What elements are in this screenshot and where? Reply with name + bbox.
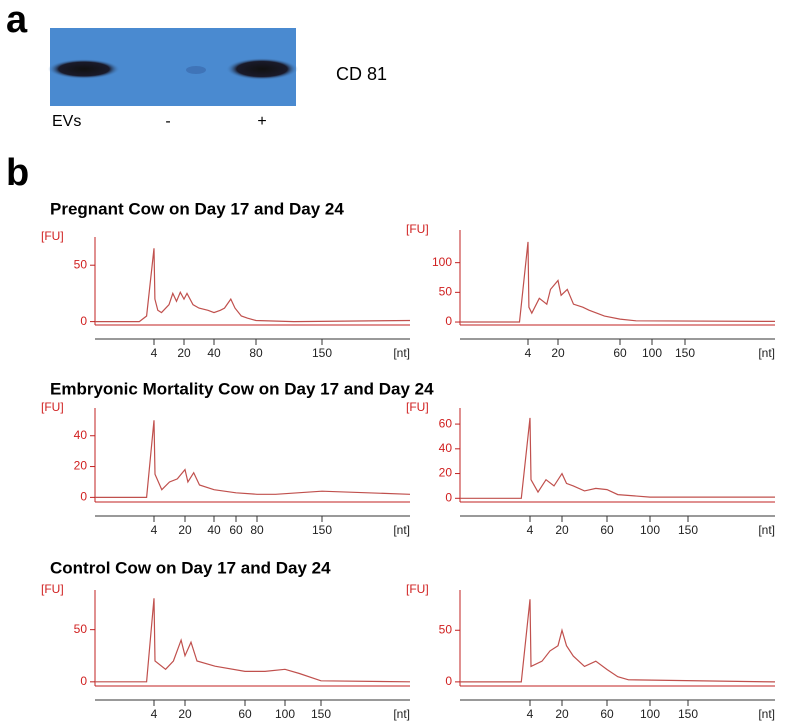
y-tick-label: 0 bbox=[445, 674, 452, 688]
panel-label: b bbox=[6, 152, 29, 194]
x-tick-label: 80 bbox=[250, 523, 264, 537]
y-tick-label: 50 bbox=[439, 285, 453, 299]
y-tick-label: 0 bbox=[80, 490, 87, 504]
x-tick-label: 4 bbox=[151, 523, 158, 537]
y-tick-label: 20 bbox=[74, 459, 88, 473]
blot-band bbox=[48, 59, 120, 79]
x-tick-label: 20 bbox=[177, 346, 191, 360]
section-title: Control Cow on Day 17 and Day 24 bbox=[50, 558, 331, 577]
x-tick-label: 150 bbox=[675, 346, 695, 360]
y-axis-label: [FU] bbox=[41, 400, 64, 414]
x-tick-label: 40 bbox=[207, 346, 221, 360]
x-tick-label: 150 bbox=[312, 346, 332, 360]
y-tick-label: 40 bbox=[74, 428, 88, 442]
x-tick-label: 20 bbox=[555, 707, 569, 721]
section-title: Pregnant Cow on Day 17 and Day 24 bbox=[50, 199, 344, 218]
y-tick-label: 60 bbox=[439, 416, 453, 430]
trace bbox=[95, 420, 411, 498]
x-tick-label: 150 bbox=[678, 707, 698, 721]
x-tick-label: 100 bbox=[640, 523, 660, 537]
y-tick-label: 20 bbox=[439, 466, 453, 480]
lane-label: - bbox=[165, 113, 170, 130]
section-title: Embryonic Mortality Cow on Day 17 and Da… bbox=[50, 379, 434, 398]
x-tick-label: 60 bbox=[600, 523, 614, 537]
trace bbox=[95, 598, 411, 683]
x-axis-label: [nt] bbox=[393, 346, 410, 360]
y-tick-label: 0 bbox=[80, 314, 87, 328]
trace bbox=[95, 248, 411, 323]
x-tick-label: 4 bbox=[151, 707, 158, 721]
x-tick-label: 150 bbox=[311, 707, 331, 721]
x-tick-label: 60 bbox=[238, 707, 252, 721]
x-tick-label: 20 bbox=[555, 523, 569, 537]
x-tick-label: 60 bbox=[600, 707, 614, 721]
y-tick-label: 50 bbox=[74, 257, 88, 271]
y-axis-label: [FU] bbox=[41, 582, 64, 596]
trace bbox=[460, 417, 775, 499]
x-tick-label: 100 bbox=[275, 707, 295, 721]
x-tick-label: 4 bbox=[151, 346, 158, 360]
y-axis-label: [FU] bbox=[406, 222, 429, 236]
x-tick-label: 4 bbox=[525, 346, 532, 360]
x-tick-label: 80 bbox=[249, 346, 263, 360]
y-axis-label: [FU] bbox=[406, 400, 429, 414]
x-tick-label: 20 bbox=[178, 707, 192, 721]
trace bbox=[460, 599, 776, 683]
blot-marker: CD 81 bbox=[336, 64, 387, 84]
x-tick-label: 4 bbox=[527, 707, 534, 721]
y-axis-label: [FU] bbox=[406, 582, 429, 596]
lane-label: EVs bbox=[52, 113, 81, 130]
x-tick-label: 100 bbox=[642, 346, 662, 360]
y-tick-label: 0 bbox=[445, 314, 452, 328]
x-axis-label: [nt] bbox=[758, 523, 775, 537]
x-axis-label: [nt] bbox=[393, 523, 410, 537]
y-tick-label: 0 bbox=[80, 674, 87, 688]
x-tick-label: 150 bbox=[678, 523, 698, 537]
x-axis-label: [nt] bbox=[758, 707, 775, 721]
x-tick-label: 4 bbox=[527, 523, 534, 537]
x-tick-label: 40 bbox=[207, 523, 221, 537]
x-tick-label: 100 bbox=[640, 707, 660, 721]
x-tick-label: 60 bbox=[229, 523, 243, 537]
blot-band bbox=[186, 66, 206, 74]
y-tick-label: 100 bbox=[432, 255, 452, 269]
y-tick-label: 0 bbox=[445, 490, 452, 504]
x-tick-label: 60 bbox=[613, 346, 627, 360]
x-tick-label: 20 bbox=[551, 346, 565, 360]
y-axis-label: [FU] bbox=[41, 229, 64, 243]
x-axis-label: [nt] bbox=[393, 707, 410, 721]
y-tick-label: 40 bbox=[439, 441, 453, 455]
x-tick-label: 20 bbox=[178, 523, 192, 537]
y-tick-label: 50 bbox=[74, 622, 88, 636]
trace bbox=[460, 241, 776, 323]
blot-band bbox=[226, 58, 298, 80]
y-tick-label: 50 bbox=[439, 622, 453, 636]
x-tick-label: 150 bbox=[312, 523, 332, 537]
panel-label: a bbox=[6, 0, 28, 41]
lane-label: + bbox=[257, 113, 266, 130]
x-axis-label: [nt] bbox=[758, 346, 775, 360]
